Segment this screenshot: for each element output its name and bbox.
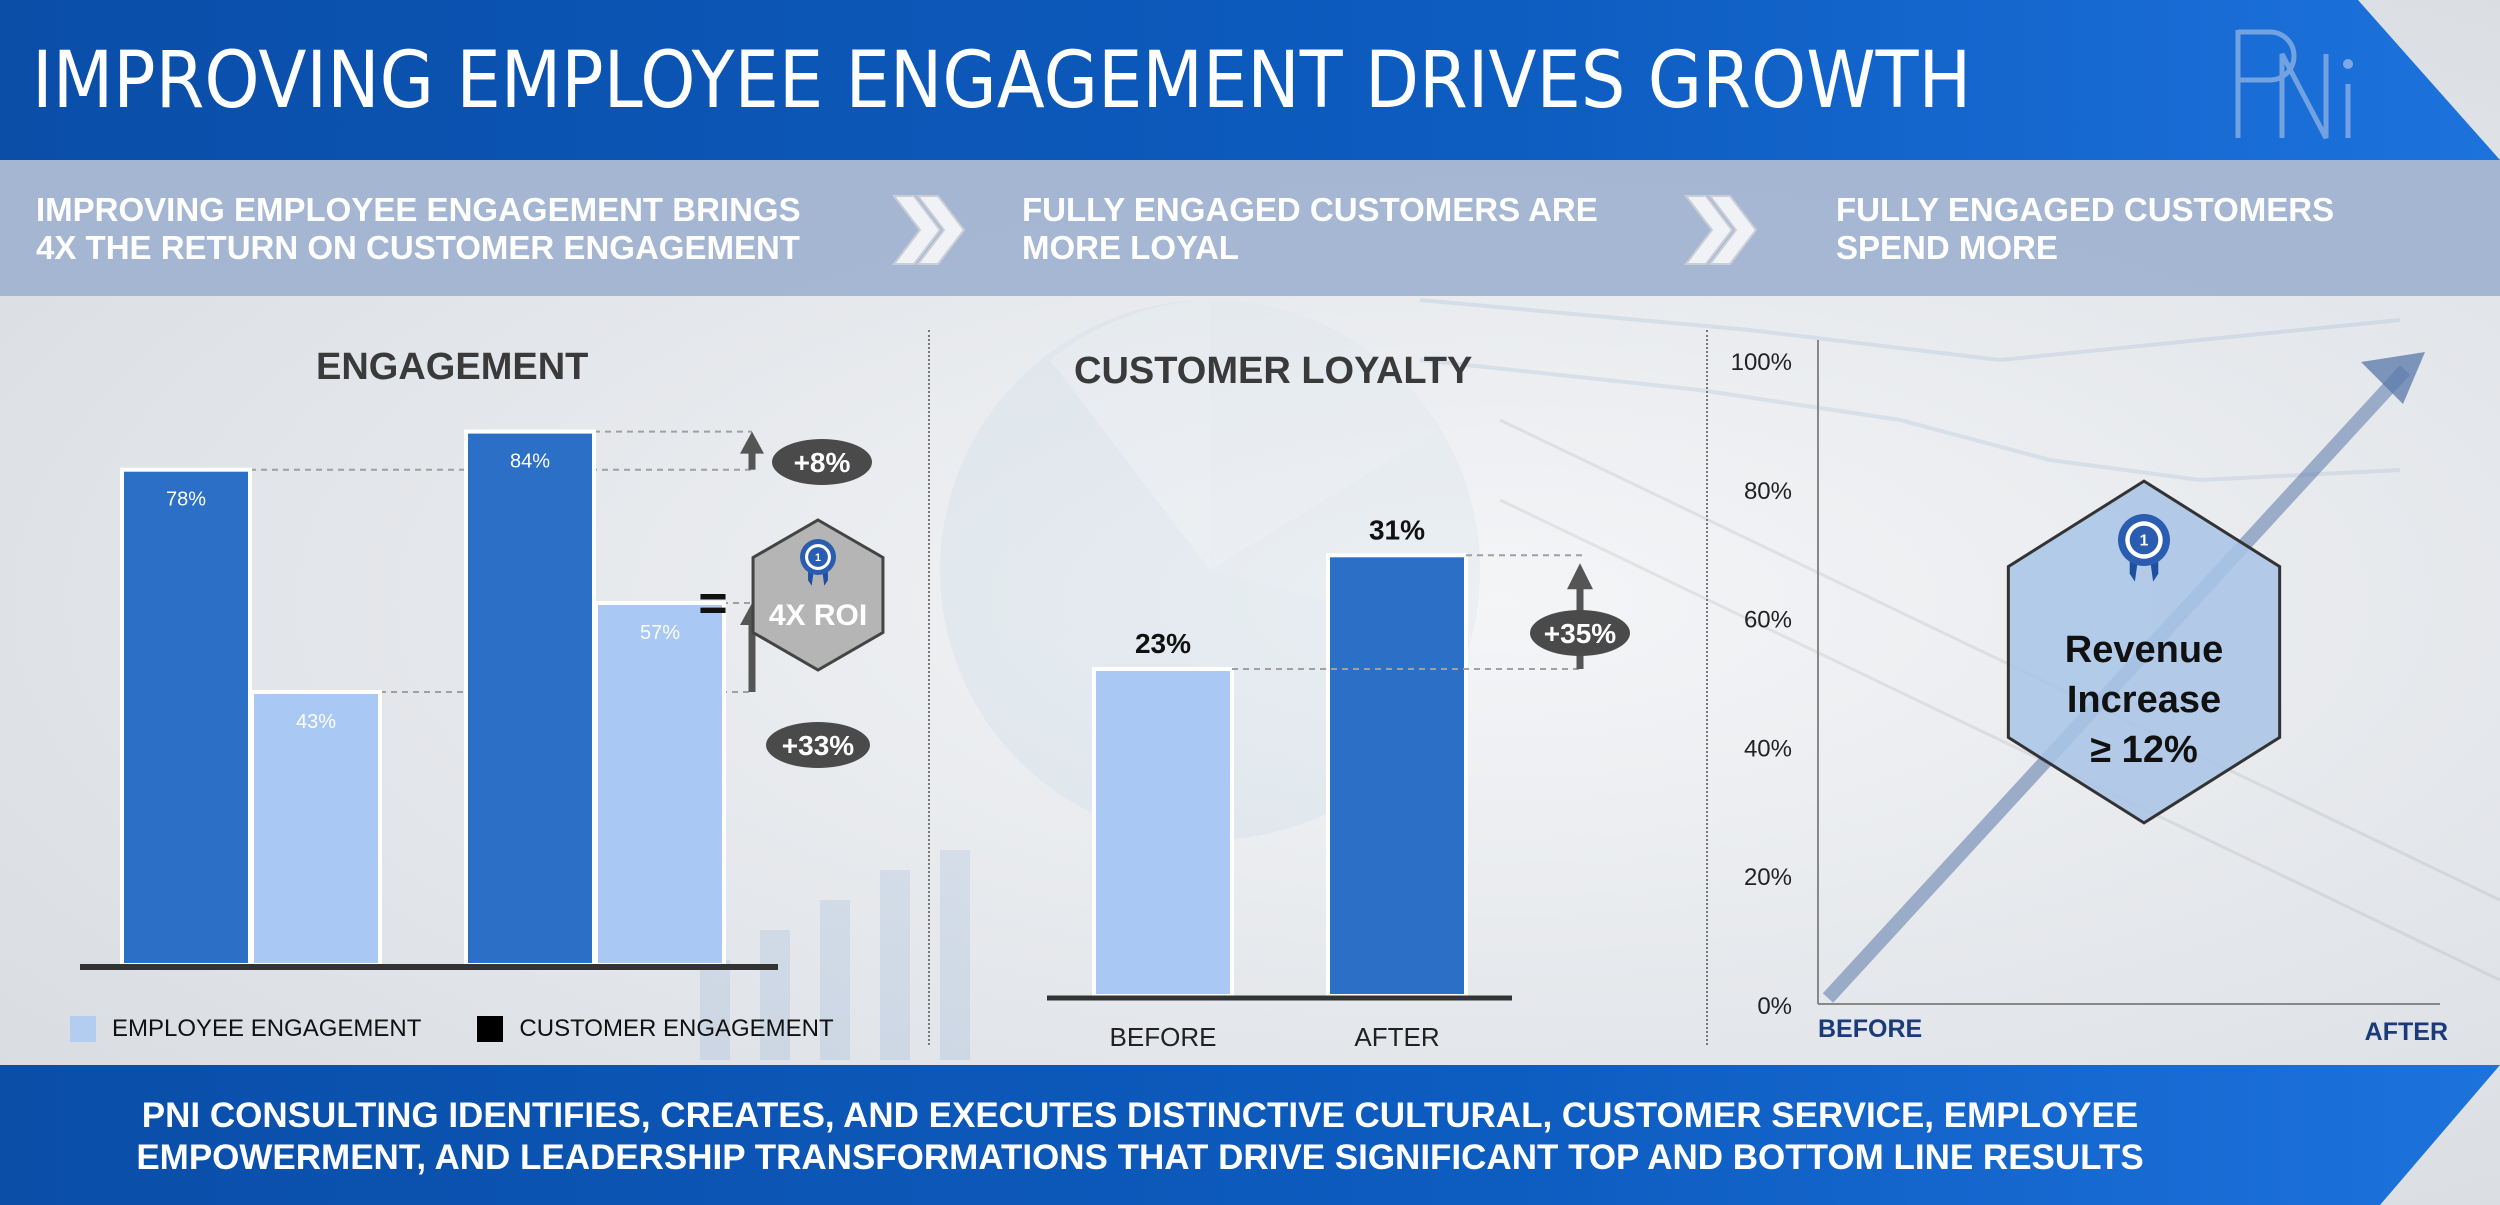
bar-customer-engagement	[250, 689, 382, 967]
loyalty-chart-title: CUSTOMER LOYALTY	[1074, 350, 1473, 392]
banner-step-3: FULLY ENGAGED CUSTOMERS SPEND MORE	[1836, 191, 2335, 266]
company-logo	[2230, 24, 2360, 144]
page-title: IMPROVING EMPLOYEE ENGAGEMENT DRIVES GRO…	[32, 36, 1972, 126]
legend-label: CUSTOMER ENGAGEMENT	[519, 1015, 834, 1042]
x-tick-label: AFTER	[1354, 1022, 1439, 1052]
revenue-badge-line2: Increase	[2067, 679, 2221, 721]
y-tick-label: 80%	[1744, 478, 1792, 505]
bar-employee-engagement	[464, 429, 596, 968]
x-tick-label: AFTER	[2365, 1018, 2448, 1046]
y-tick-label: 60%	[1744, 607, 1792, 634]
panel-divider	[1706, 330, 1708, 1045]
y-tick-label: 0%	[1757, 993, 1792, 1020]
annotation-pill	[772, 439, 872, 485]
x-tick-label: BEFORE	[1110, 1022, 1217, 1052]
double-chevron-right-icon	[1683, 195, 1758, 265]
annotation-label: +33%	[782, 730, 854, 761]
footer: PNI CONSULTING IDENTIFIES, CREATES, AND …	[0, 1065, 2500, 1205]
header: IMPROVING EMPLOYEE ENGAGEMENT DRIVES GRO…	[0, 0, 2500, 160]
bar-customer-loyalty	[1092, 667, 1234, 998]
legend-swatch	[477, 1016, 504, 1042]
annotation-pill	[766, 722, 870, 768]
banner-step-1: IMPROVING EMPLOYEE ENGAGEMENT BRINGS 4X …	[36, 191, 801, 266]
process-banner	[0, 160, 2500, 296]
growth-arrow-head	[2361, 352, 2425, 404]
header-shape	[0, 0, 2500, 160]
x-tick-label: BEFORE	[1818, 1015, 1922, 1043]
engagement-chart-title: ENGAGEMENT	[316, 346, 589, 388]
panel-divider	[928, 330, 930, 1045]
double-chevron-right-icon	[891, 195, 966, 265]
y-tick-label: 40%	[1744, 735, 1792, 762]
footer-statement: PNI CONSULTING IDENTIFIES, CREATES, AND …	[136, 1096, 2144, 1177]
revenue-badge-line3: ≥ 12%	[2090, 729, 2197, 771]
revenue-badge-line1: Revenue	[2065, 629, 2223, 671]
bar-data-label: 23%	[1135, 628, 1191, 659]
award-ribbon-icon: 1	[800, 539, 836, 586]
banner-step-2: FULLY ENGAGED CUSTOMERS ARE MORE LOYAL	[1022, 191, 1598, 266]
bar-data-label: 78%	[166, 489, 206, 511]
equals-sign: =	[698, 575, 727, 631]
award-ribbon-icon: 1	[2118, 514, 2170, 582]
pni-logo-icon	[2235, 29, 2353, 140]
legend-item-employee: EMPLOYEE ENGAGEMENT	[70, 1015, 421, 1043]
roi-badge-hexagon	[751, 518, 885, 672]
roi-badge-label: 4X ROI	[769, 599, 867, 632]
legend-swatch	[70, 1016, 96, 1042]
annotation-label: +8%	[794, 447, 851, 478]
bar-data-label: 57%	[640, 622, 680, 644]
legend-item-customer: CUSTOMER ENGAGEMENT	[477, 1015, 834, 1043]
increase-arrow-head	[1567, 563, 1593, 590]
annotation-pill	[1530, 610, 1630, 656]
svg-text:1: 1	[2140, 533, 2149, 550]
annotation-label: +35%	[1544, 618, 1616, 649]
revenue-badge-hexagon	[2006, 479, 2282, 825]
bar-employee-engagement	[120, 467, 252, 967]
bar-customer-loyalty	[1326, 553, 1468, 998]
bar-data-label: 84%	[510, 451, 550, 473]
bar-data-label: 31%	[1369, 514, 1425, 545]
legend-label: EMPLOYEE ENGAGEMENT	[112, 1015, 422, 1042]
bar-data-label: 43%	[296, 711, 336, 733]
engagement-legend: EMPLOYEE ENGAGEMENT CUSTOMER ENGAGEMENT	[70, 1015, 890, 1043]
increase-arrow-head	[740, 431, 764, 454]
bar-customer-engagement	[594, 601, 726, 967]
y-tick-label: 20%	[1744, 864, 1792, 891]
footer-shape	[0, 1065, 2500, 1205]
y-tick-label: 100%	[1731, 349, 1792, 376]
svg-text:1: 1	[815, 552, 821, 564]
